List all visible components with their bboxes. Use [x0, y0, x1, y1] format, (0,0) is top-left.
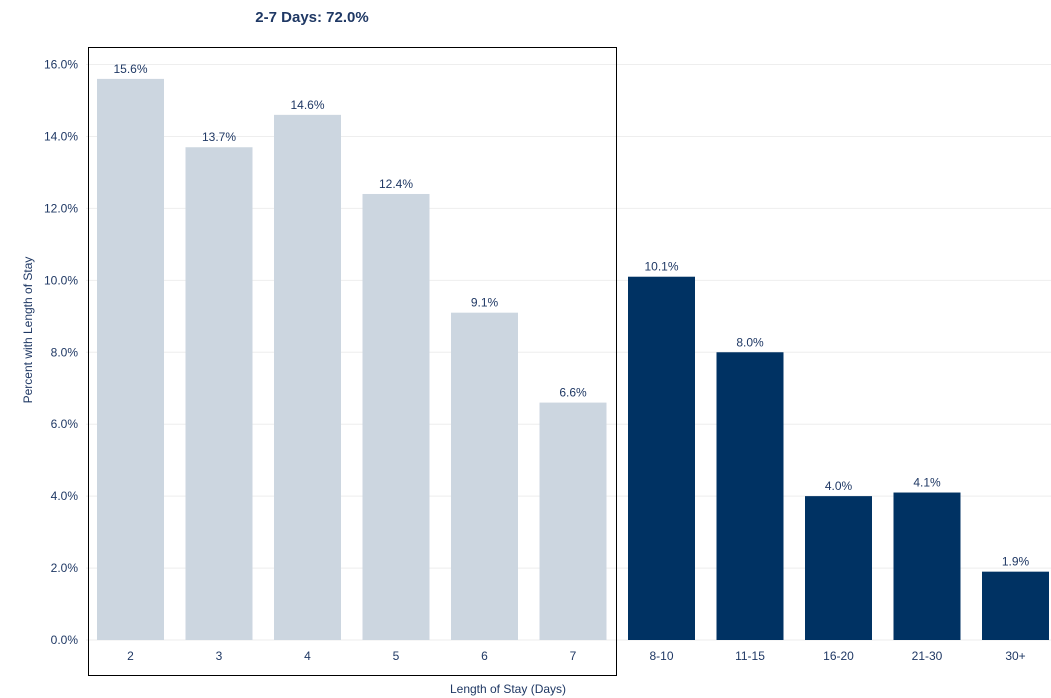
data-label: 1.9% — [1002, 555, 1030, 569]
x-tick-layer: 2 3 4 5 6 7 8-10 11-15 16-20 21-30 30+ — [127, 649, 1026, 663]
y-tick-label: 8.0% — [51, 345, 79, 359]
bar — [97, 78, 164, 640]
bar — [274, 114, 341, 640]
x-tick-label: 7 — [570, 649, 577, 663]
bar-layer — [97, 78, 1049, 641]
x-tick-label: 2 — [127, 649, 134, 663]
x-tick-label: 21-30 — [912, 649, 943, 663]
data-label: 4.0% — [825, 479, 853, 493]
bar — [451, 312, 518, 640]
group-highlight-box — [88, 47, 617, 676]
x-tick-label: 6 — [481, 649, 488, 663]
y-tick-label: 16.0% — [44, 58, 78, 72]
x-tick-label: 16-20 — [823, 649, 854, 663]
data-label: 14.6% — [290, 98, 324, 112]
data-label: 4.1% — [913, 476, 941, 490]
x-tick-label: 30+ — [1005, 649, 1025, 663]
y-tick-label: 10.0% — [44, 273, 78, 287]
bar — [982, 571, 1049, 640]
y-tick-label: 6.0% — [51, 417, 79, 431]
y-tick-label: 12.0% — [44, 201, 78, 215]
bar — [716, 352, 784, 640]
y-tick-label: 14.0% — [44, 129, 78, 143]
data-label: 15.6% — [113, 62, 147, 76]
y-tick-label: 2.0% — [51, 561, 79, 575]
y-tick-label: 0.0% — [51, 633, 79, 647]
bar — [185, 147, 253, 640]
chart-title: 2-7 Days: 72.0% — [255, 9, 368, 26]
x-tick-label: 8-10 — [649, 649, 673, 663]
x-tick-label: 11-15 — [735, 649, 765, 663]
y-tick-layer: 0.0% 2.0% 4.0% 6.0% 8.0% 10.0% 12.0% 14.0% 16.0% — [44, 58, 78, 648]
data-label: 10.1% — [644, 260, 678, 274]
y-tick-label: 4.0% — [51, 489, 79, 503]
data-label-layer: 15.6% 13.7% 14.6% 12.4% 9.1% 6.6% 10.1% 8.0% 4.0… — [113, 62, 1029, 569]
bar — [539, 402, 607, 640]
x-tick-label: 5 — [393, 649, 400, 663]
x-tick-label: 4 — [304, 649, 311, 663]
data-label: 9.1% — [471, 296, 499, 310]
data-label: 12.4% — [379, 177, 413, 191]
y-axis-title: Percent with Length of Stay — [21, 257, 35, 404]
bar — [893, 492, 961, 640]
bar — [362, 193, 430, 641]
bar — [628, 276, 695, 640]
data-label: 6.6% — [559, 386, 587, 400]
x-tick-label: 3 — [216, 649, 223, 663]
data-label: 13.7% — [202, 130, 236, 144]
bar — [805, 496, 872, 640]
data-label: 8.0% — [736, 335, 764, 349]
x-axis-title: Length of Stay (Days) — [450, 682, 566, 696]
